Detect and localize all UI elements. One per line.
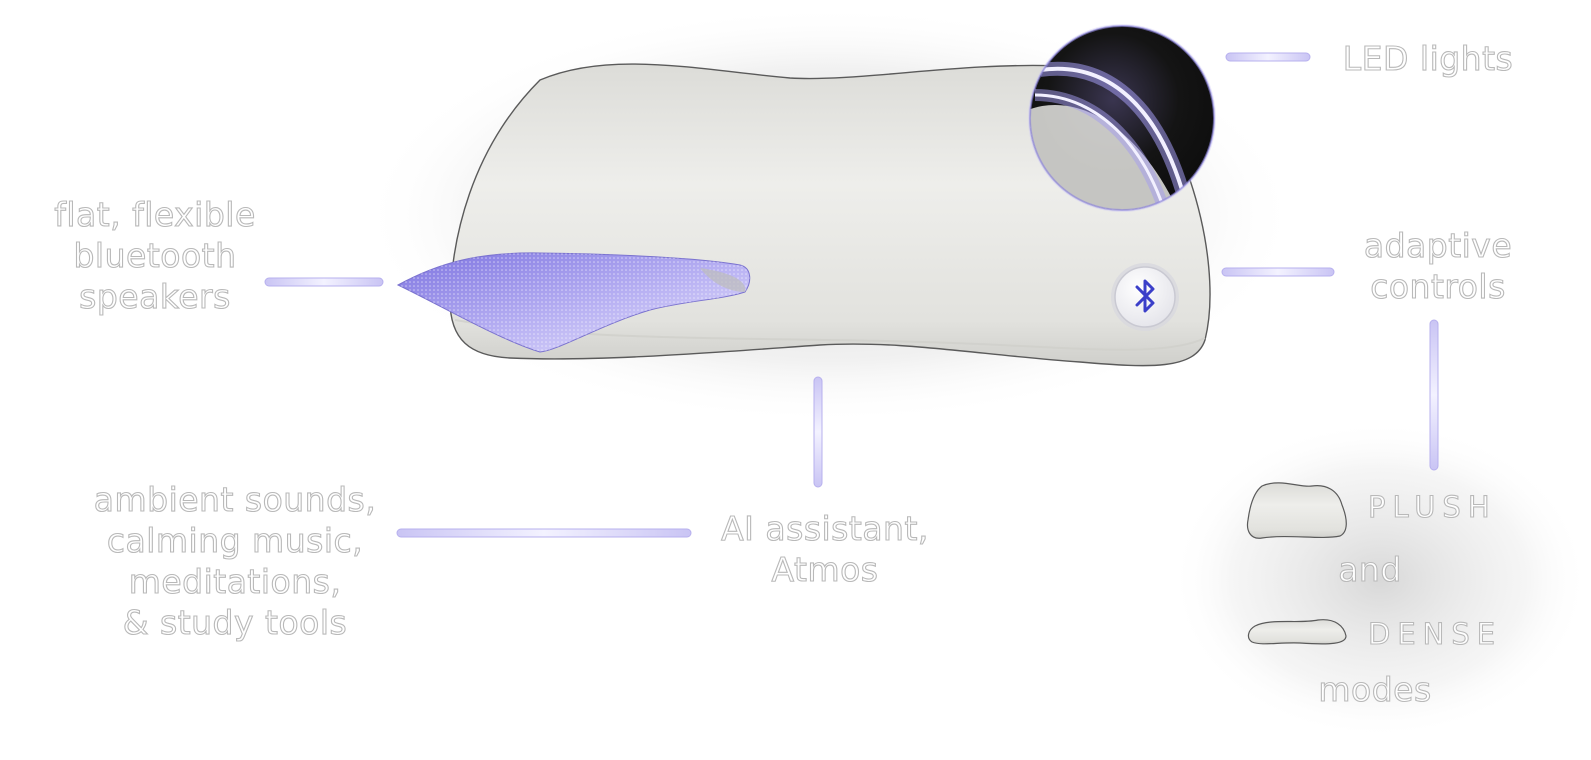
connector-ambient — [396, 528, 692, 538]
speaker-mesh-dots — [398, 252, 750, 352]
connector-adaptive — [1221, 267, 1335, 277]
dense-pillow-icon — [1247, 619, 1347, 645]
led-lights-closeup — [1028, 24, 1216, 212]
label-plush-mode: PLUSH — [1367, 489, 1497, 524]
connector-ai — [813, 376, 823, 488]
connector-lines — [264, 52, 1439, 538]
bluetooth-icon — [1135, 279, 1155, 313]
connector-led — [1225, 52, 1311, 62]
label-adaptive-controls: adaptive controls — [1363, 225, 1513, 306]
plush-pillow-icon — [1246, 482, 1347, 539]
label-modes: modes — [1318, 669, 1432, 709]
connector-adaptive-vertical — [1429, 319, 1439, 471]
bluetooth-button[interactable] — [1111, 263, 1179, 331]
label-and: and — [1338, 549, 1402, 589]
label-ai-assistant: AI assistant, Atmos — [721, 508, 929, 589]
label-speakers: flat, flexible bluetooth speakers — [54, 194, 256, 316]
label-ambient-tools: ambient sounds, calming music, meditatio… — [93, 479, 377, 642]
connector-speakers — [264, 277, 384, 287]
label-led-lights: LED lights — [1342, 38, 1514, 78]
label-dense-mode: DENSE — [1367, 616, 1503, 651]
speaker-flap-shadow — [700, 268, 746, 292]
